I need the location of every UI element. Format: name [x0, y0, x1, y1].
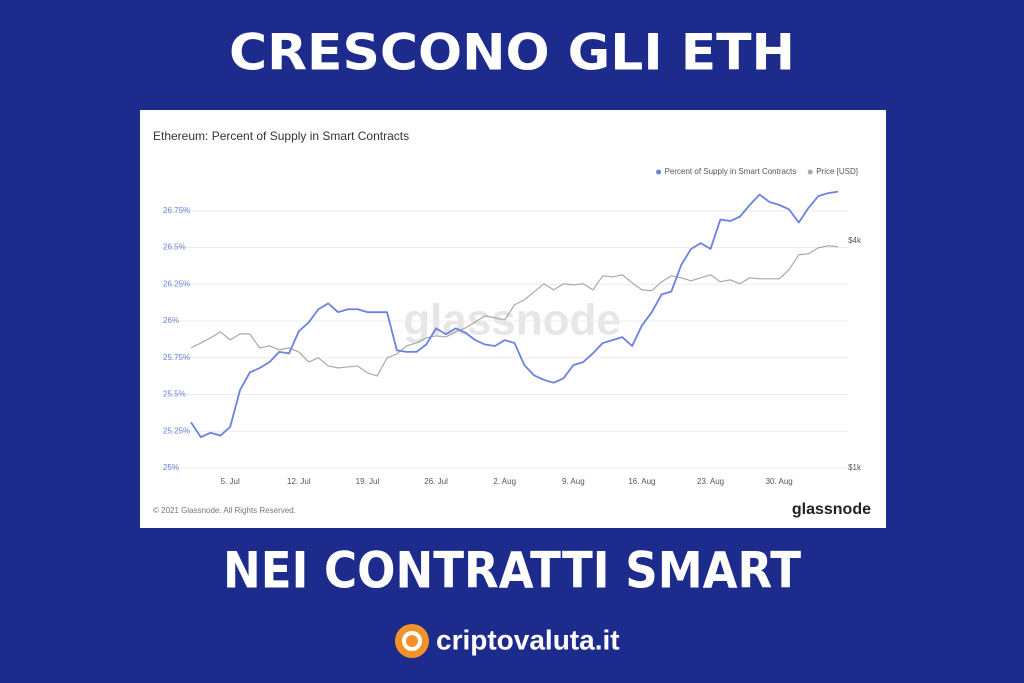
chart-title: Ethereum: Percent of Supply in Smart Con…: [153, 129, 409, 143]
brand: criptovaluta.it: [436, 624, 620, 655]
watermark: glassnode: [403, 296, 621, 345]
heading: CRESCONO GLI ETH: [229, 24, 795, 82]
y2-tick-label: $4k: [848, 236, 862, 245]
footer: © 2021 Glassnode. All Rights Reserved.: [153, 506, 296, 515]
y2-tick-label: $1k: [848, 463, 862, 472]
series-line: [190, 245, 839, 377]
x-tick-label: 9. Aug: [562, 477, 585, 486]
x-tick-label: 26. Jul: [424, 477, 448, 486]
y-tick-label: 26.5%: [163, 243, 186, 252]
y-tick-label: 26%: [163, 316, 179, 325]
x-tick-label: 2. Aug: [493, 477, 516, 486]
y-tick-label: 25.75%: [163, 353, 190, 362]
y-tick-label: 25.5%: [163, 390, 186, 399]
y-tick-label: 26.75%: [163, 206, 190, 215]
x-tick-label: 16. Aug: [628, 477, 655, 486]
x-tick-label: 23. Aug: [697, 477, 724, 486]
y-tick-label: 26.25%: [163, 279, 190, 288]
legend-marker: [807, 169, 813, 175]
series-line: [190, 190, 839, 439]
logo: glassnode: [792, 501, 871, 518]
legend-label: Percent of Supply in Smart Contracts: [665, 167, 797, 176]
y-tick-label: 25%: [163, 463, 179, 472]
plot: 25% 25.25% 25.5% 25.75% 26% 26.25% 26.5% 26.75%…: [163, 167, 862, 486]
x-tick-label: 19. Jul: [356, 477, 380, 486]
legend-marker: [656, 169, 662, 175]
y-tick-label: 25.25%: [163, 426, 190, 435]
chart-card: [140, 110, 886, 528]
x-tick-label: 5. Jul: [221, 477, 240, 486]
x-tick-label: 30. Aug: [766, 477, 793, 486]
subheading: NEI CONTRATTI SMART: [223, 542, 801, 600]
brand-icon-ring: [402, 631, 422, 651]
x-tick-label: 12. Jul: [287, 477, 311, 486]
legend-label: Price [USD]: [816, 167, 858, 176]
brand-icon: [395, 624, 429, 658]
